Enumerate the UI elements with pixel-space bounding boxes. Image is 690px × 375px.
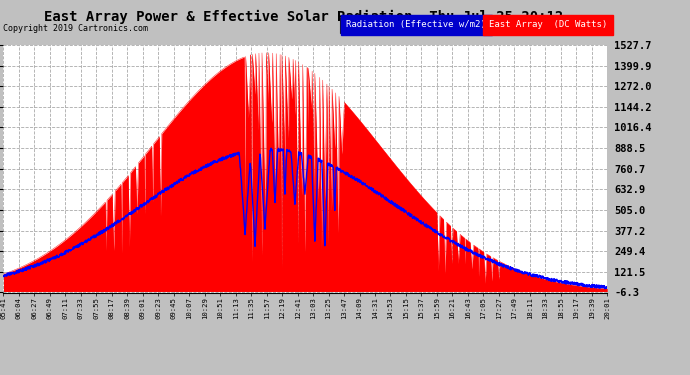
Text: East Array Power & Effective Solar Radiation  Thu Jul 25 20:12: East Array Power & Effective Solar Radia… xyxy=(44,9,563,24)
Legend: Radiation (Effective w/m2), East Array  (DC Watts): Radiation (Effective w/m2), East Array (… xyxy=(340,17,611,33)
Text: Copyright 2019 Cartronics.com: Copyright 2019 Cartronics.com xyxy=(3,24,148,33)
